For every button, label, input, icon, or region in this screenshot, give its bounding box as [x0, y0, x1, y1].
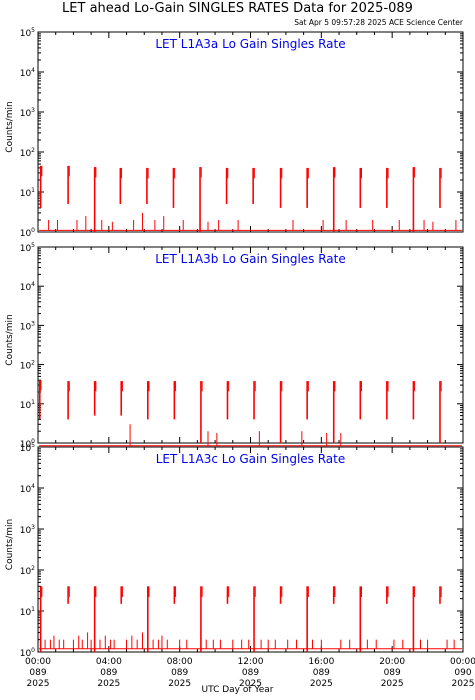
x-tick-label: 2025 [310, 679, 333, 689]
x-tick-label: 2025 [27, 679, 50, 689]
x-tick-label: 2025 [97, 679, 120, 689]
x-tick-label: 20:00 [379, 657, 405, 667]
panel-frame [37, 31, 464, 233]
x-tick-label: 08:00 [167, 657, 193, 667]
panel-title: LET L1A3b Lo Gain Singles Rate [155, 252, 346, 266]
x-tick-label: 089 [29, 668, 46, 678]
y-tick-label: 102 [20, 147, 35, 159]
y-axis-label: Counts/min [5, 519, 15, 570]
x-tick-label: 089 [171, 668, 188, 678]
x-tick-label: 00:00 [450, 657, 475, 667]
x-tick-label: 089 [100, 668, 117, 678]
y-tick-label: 103 [20, 107, 35, 119]
y-tick-label: 103 [20, 524, 35, 536]
y-tick-label: 101 [20, 606, 35, 618]
x-tick-label: 089 [242, 668, 259, 678]
x-tick-label: 089 [313, 668, 330, 678]
panel-title: LET L1A3c Lo Gain Singles Rate [156, 452, 346, 466]
x-tick-label: 00:00 [25, 657, 51, 667]
x-tick-label: 089 [384, 668, 401, 678]
y-tick-label: 105 [20, 442, 35, 454]
y-tick-label: 105 [20, 242, 35, 254]
y-tick-label: 102 [20, 360, 35, 372]
y-tick-label: 104 [20, 67, 35, 79]
x-tick-label: 2025 [452, 679, 475, 689]
panel-frame [37, 246, 464, 444]
y-tick-label: 100 [20, 647, 35, 659]
y-axis-label: Counts/min [5, 314, 15, 365]
x-tick-label: 04:00 [96, 657, 122, 667]
timestamp: Sat Apr 5 09:57:28 2025 ACE Science Cent… [294, 18, 463, 27]
x-tick-label: 2025 [168, 679, 191, 689]
y-tick-label: 101 [20, 187, 35, 199]
y-tick-label: 103 [20, 320, 35, 332]
y-tick-label: 102 [20, 565, 35, 577]
x-tick-label: 2025 [239, 679, 262, 689]
y-axis-label: Counts/min [5, 101, 15, 152]
x-tick-label: 16:00 [308, 657, 334, 667]
x-tick-label: 12:00 [238, 657, 264, 667]
y-tick-label: 100 [20, 227, 35, 239]
y-tick-label: 100 [20, 438, 35, 450]
panel-frame [37, 446, 464, 653]
x-tick-label: 090 [454, 668, 471, 678]
x-tick-label: 2025 [381, 679, 404, 689]
y-tick-label: 104 [20, 483, 35, 495]
y-tick-label: 104 [20, 281, 35, 293]
panel-title: LET L1A3a Lo Gain Singles Rate [155, 37, 345, 51]
y-tick-label: 101 [20, 399, 35, 411]
y-tick-label: 105 [20, 27, 35, 39]
x-axis-label: UTC Day of Year [201, 685, 274, 695]
page-title: LET ahead Lo-Gain SINGLES RATES Data for… [62, 1, 413, 16]
